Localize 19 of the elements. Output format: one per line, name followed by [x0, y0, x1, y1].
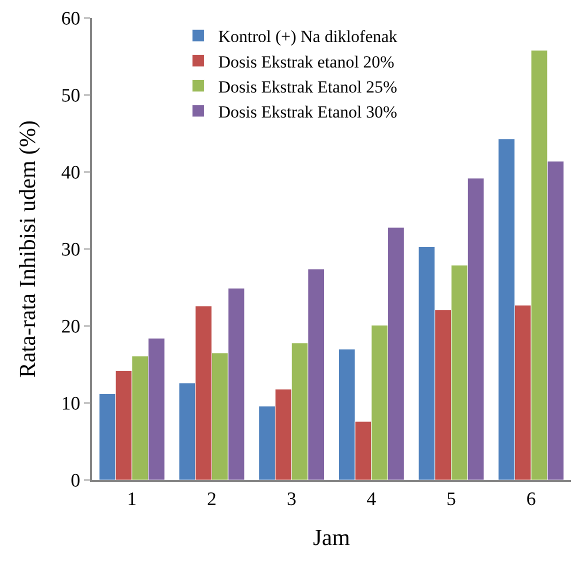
legend-label: Kontrol (+) Na diklofenak: [218, 27, 398, 46]
x-tick-label: 3: [286, 488, 296, 510]
x-tick-label: 5: [446, 488, 456, 510]
x-tick-label: 1: [127, 488, 137, 510]
y-axis-title: Rata-rata Inhibisi udem (%): [15, 120, 40, 378]
legend-label: Dosis Ekstrak etanol 20%: [218, 52, 394, 72]
y-tick-label: 20: [61, 316, 80, 338]
legend-label: Dosis Ekstrak Etanol 30%: [218, 102, 398, 122]
x-tick-label: 4: [366, 488, 377, 510]
x-tick-label: 2: [207, 488, 216, 510]
x-tick-label: 6: [526, 488, 536, 510]
y-tick-label: 0: [70, 470, 80, 492]
y-tick-label: 40: [61, 162, 80, 184]
y-tick-label: 50: [61, 86, 80, 107]
y-tick-label: 30: [61, 240, 80, 261]
x-axis-title: Jam: [312, 524, 350, 550]
y-tick-label: 60: [61, 8, 80, 30]
y-tick-label: 10: [61, 394, 80, 415]
legend-label: Dosis Ekstrak Etanol 25%: [218, 77, 398, 96]
